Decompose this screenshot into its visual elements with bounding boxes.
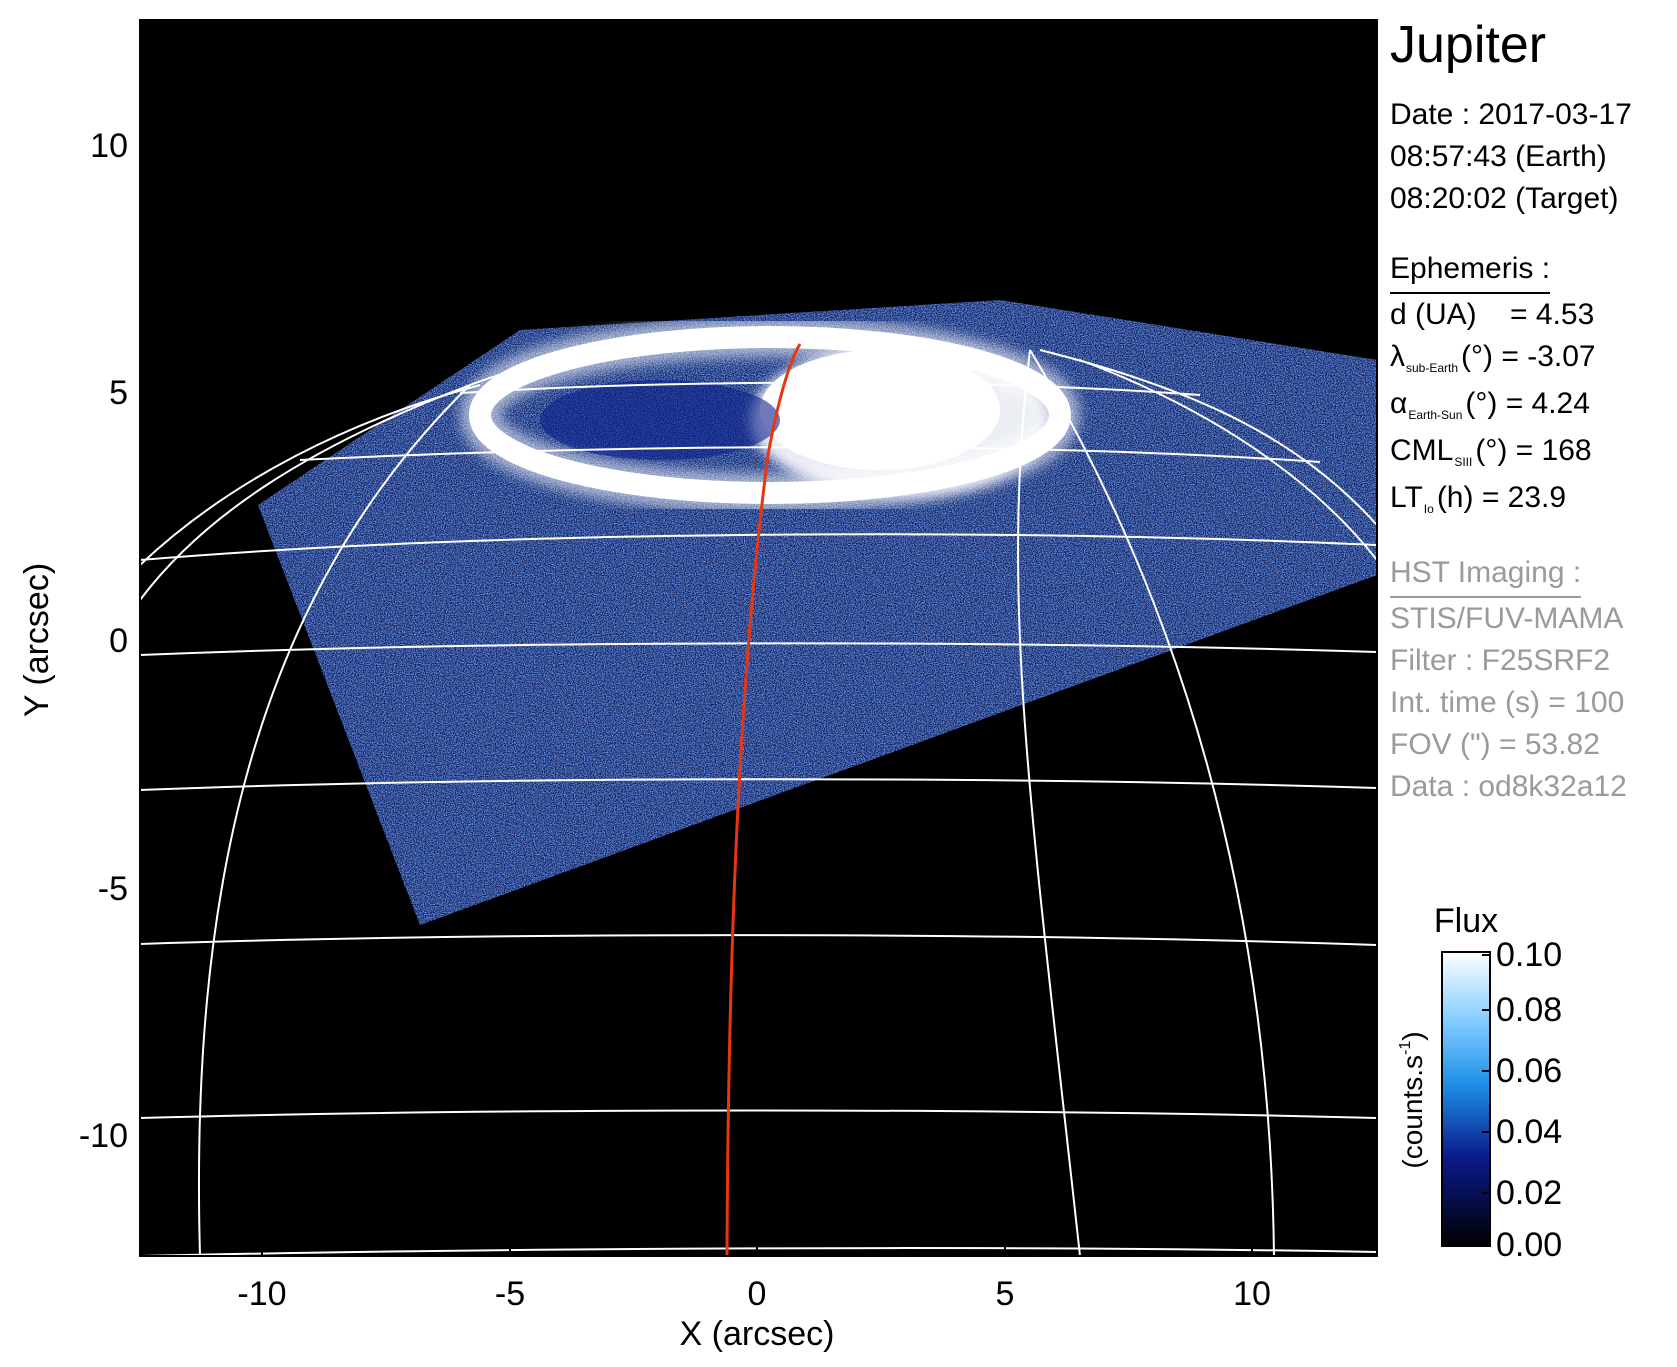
hst-imaging-heading: HST Imaging : [1390, 552, 1582, 598]
phase-angle-line: αEarth-Sun (°) = 4.24 [1390, 387, 1590, 422]
ephemeris-heading: Ephemeris : [1390, 248, 1551, 294]
footprint-track [725, 343, 802, 1256]
colorbar-tick-label: 0.10 [1496, 936, 1562, 974]
colorbar-tick-label: 0.02 [1496, 1174, 1562, 1212]
colorbar-tick-label: 0.04 [1496, 1113, 1562, 1151]
x-axis-title: X (arcsec) [680, 1315, 835, 1353]
y-tick-label: -5 [98, 870, 128, 908]
colorbar-tick-label: 0.08 [1496, 991, 1562, 1029]
y-tick-label: 5 [109, 374, 128, 412]
integration-time-line: Int. time (s) = 100 [1390, 686, 1625, 719]
x-tick-label: 5 [996, 1275, 1015, 1313]
colorbar-tick-label: 0.00 [1496, 1226, 1562, 1264]
date-line: Date : 2017-03-17 [1390, 98, 1632, 131]
y-tick-marks [140, 144, 150, 1136]
colorbar-gradient [1441, 951, 1491, 1247]
io-local-time-line: LTIo (h) = 23.9 [1390, 481, 1567, 516]
x-tick-label: -5 [495, 1275, 525, 1313]
plot-frame [139, 19, 1378, 1257]
data-id-line: Data : od8k32a12 [1390, 770, 1627, 803]
x-tick-label: 10 [1233, 1275, 1271, 1313]
latitude-grid [140, 381, 1377, 1256]
x-tick-label: -10 [237, 1275, 286, 1313]
colorbar-unit: (counts.s-1) [1397, 1031, 1428, 1168]
y-tick-label: 0 [109, 622, 128, 660]
colorbar-tick-label: 0.06 [1496, 1052, 1562, 1090]
y-tick-label: 10 [90, 127, 128, 165]
colorbar: Flux 0.10 0.08 0.06 0.04 0.02 0.00 (coun… [1397, 902, 1562, 1264]
info-panel: Jupiter Date : 2017-03-17 08:57:43 (Eart… [1390, 14, 1670, 808]
instrument-line: STIS/FUV-MAMA [1390, 602, 1624, 635]
colorbar-title: Flux [1434, 902, 1498, 940]
fov-line: FOV (") = 53.82 [1390, 728, 1600, 761]
earth-time: 08:57:43 (Earth) [1390, 140, 1607, 173]
target-time: 08:20:02 (Target) [1390, 182, 1619, 215]
x-tick-marks [261, 1246, 1253, 1256]
distance-line: d (UA) = 4.53 [1390, 298, 1595, 331]
planet-title: Jupiter [1390, 16, 1547, 74]
x-tick-label: 0 [748, 1275, 767, 1313]
y-axis-title: Y (arcsec) [18, 563, 56, 717]
longitude-grid [140, 337, 1377, 1256]
sub-earth-latitude-line: λsub-Earth (°) = -3.07 [1390, 340, 1596, 375]
filter-line: Filter : F25SRF2 [1390, 644, 1611, 677]
y-tick-label: -10 [79, 1117, 128, 1155]
cml-line: CMLSIII (°) = 168 [1390, 434, 1592, 469]
